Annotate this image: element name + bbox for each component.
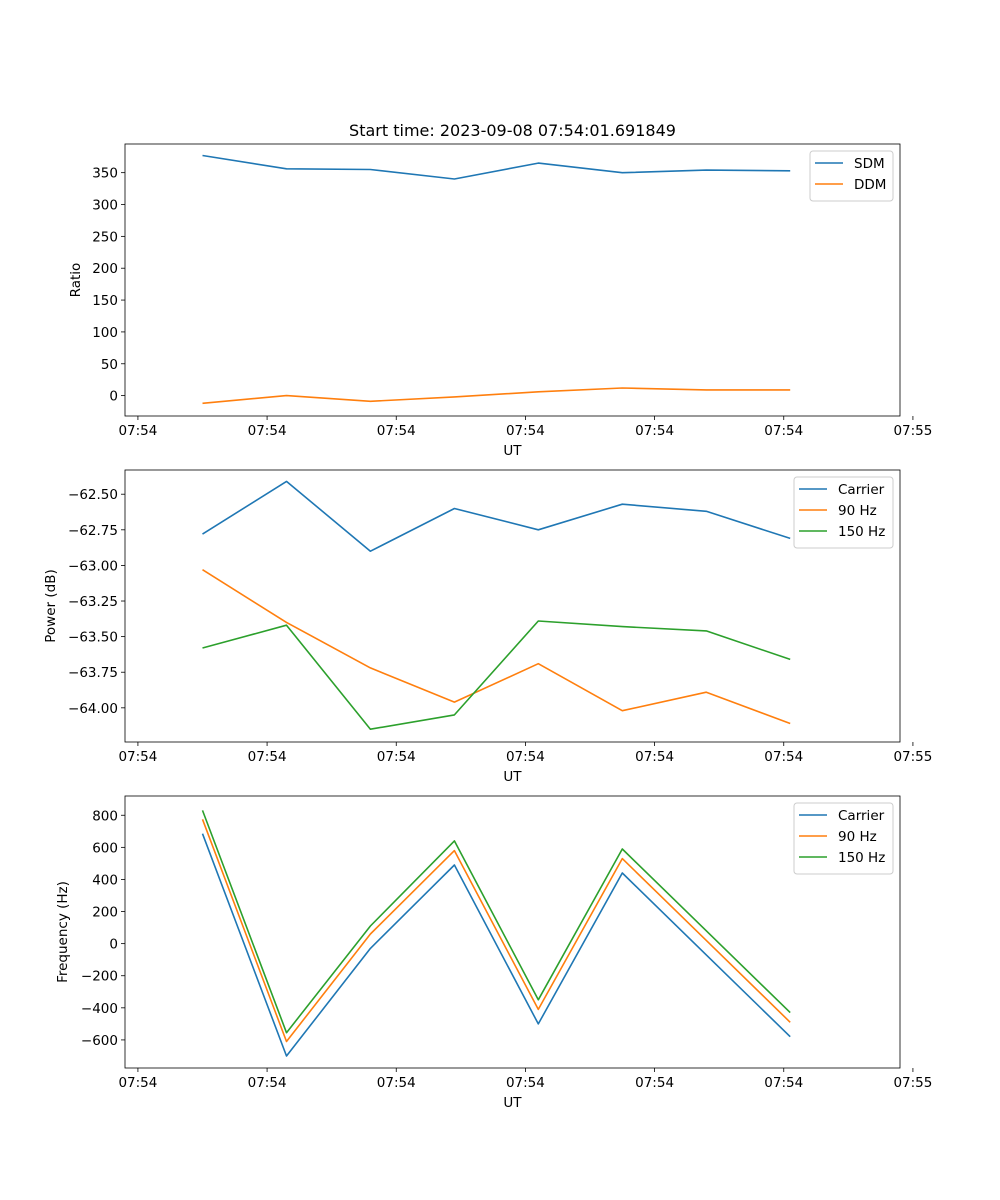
x-tick-label: 07:54 — [118, 1075, 157, 1091]
plot-frame — [124, 469, 901, 743]
series-line-carrier — [201, 833, 791, 1057]
legend-entry: 90 Hz — [838, 503, 877, 519]
subplots: 07:54 07:54 07:54 07:54 07:54 07:54 07:55 0 50 10… — [43, 143, 932, 1111]
x-tick-label: 07:54 — [764, 749, 803, 765]
x-axis-label: UT — [503, 443, 522, 459]
y-tick-label: 400 — [92, 872, 118, 888]
subplot-3: 07:54 07:54 07:54 07:54 07:54 07:54 07:55 −600 −… — [55, 795, 932, 1111]
y-tick-label: −62.50 — [68, 487, 118, 503]
series-line-sdm — [202, 154, 791, 180]
legend-entry: SDM — [854, 156, 885, 172]
y-tick-label: −200 — [81, 969, 118, 985]
series-line-ddm — [202, 387, 791, 405]
x-tick-label: 07:55 — [893, 1075, 932, 1091]
x-axis-label: UT — [503, 769, 522, 785]
legend-entry: 90 Hz — [838, 829, 877, 845]
legend-entry: Carrier — [838, 482, 885, 498]
y-tick-label: −600 — [81, 1033, 118, 1049]
y-axis-label: Frequency (Hz) — [55, 881, 71, 983]
plot-frame — [124, 795, 901, 1069]
x-tick-label: 07:54 — [764, 423, 803, 439]
legend-entry: DDM — [854, 177, 886, 193]
legend: Carrier 90 Hz 150 Hz — [793, 802, 894, 875]
x-tick-label: 07:54 — [506, 1075, 545, 1091]
series-line-carrier — [202, 480, 791, 553]
x-tick-label: 07:54 — [248, 749, 287, 765]
y-tick-label: 350 — [92, 166, 118, 182]
x-tick-label: 07:54 — [377, 749, 416, 765]
y-tick-label: −63.50 — [68, 630, 118, 646]
y-tick-label: −64.00 — [68, 701, 118, 717]
y-tick-label: 100 — [92, 325, 118, 341]
x-tick-label: 07:54 — [635, 749, 674, 765]
x-tick-label: 07:54 — [635, 423, 674, 439]
y-tick-label: −63.75 — [68, 665, 118, 681]
y-tick-label: 50 — [101, 357, 118, 373]
series-line-90-hz — [201, 819, 791, 1043]
plot-frame — [124, 143, 901, 417]
y-tick-label: 200 — [92, 261, 118, 277]
x-tick-label: 07:55 — [893, 423, 932, 439]
legend-entry: 150 Hz — [838, 850, 885, 866]
subplot-2: 07:54 07:54 07:54 07:54 07:54 07:54 07:55 −64.0… — [43, 469, 932, 785]
y-tick-label: −62.75 — [68, 523, 118, 539]
y-tick-label: 0 — [109, 389, 118, 405]
y-tick-label: 250 — [92, 229, 118, 245]
x-tick-label: 07:55 — [893, 749, 932, 765]
legend-entry: 150 Hz — [838, 524, 885, 540]
x-tick-label: 07:54 — [506, 423, 545, 439]
y-tick-label: 0 — [109, 937, 118, 953]
x-tick-label: 07:54 — [764, 1075, 803, 1091]
x-tick-label: 07:54 — [118, 423, 157, 439]
y-tick-label: −400 — [81, 1001, 118, 1017]
legend-entry: Carrier — [838, 808, 885, 824]
subplot-1: 07:54 07:54 07:54 07:54 07:54 07:54 07:55 0 50 10… — [68, 143, 932, 459]
y-axis-label: Power (dB) — [43, 569, 59, 642]
x-tick-label: 07:54 — [248, 1075, 287, 1091]
x-tick-label: 07:54 — [635, 1075, 674, 1091]
series-line-150-hz — [201, 810, 791, 1034]
x-tick-label: 07:54 — [248, 423, 287, 439]
legend: Carrier 90 Hz 150 Hz — [793, 476, 894, 549]
y-tick-label: −63.25 — [68, 594, 118, 610]
y-tick-label: 300 — [92, 198, 118, 214]
y-tick-label: 800 — [92, 808, 118, 824]
x-tick-label: 07:54 — [118, 749, 157, 765]
y-tick-label: 200 — [92, 905, 118, 921]
x-tick-label: 07:54 — [377, 423, 416, 439]
y-axis-label: Ratio — [68, 263, 84, 298]
x-tick-label: 07:54 — [377, 1075, 416, 1091]
x-tick-label: 07:54 — [506, 749, 545, 765]
figure-title: Start time: 2023-09-08 07:54:01.691849 — [349, 121, 676, 140]
legend: SDM DDM — [809, 150, 894, 202]
y-tick-label: −63.00 — [68, 558, 118, 574]
y-tick-label: 150 — [92, 293, 118, 309]
series-line-150-hz — [202, 620, 791, 731]
series-line-90-hz — [202, 569, 791, 725]
x-axis-label: UT — [503, 1095, 522, 1111]
y-tick-label: 600 — [92, 840, 118, 856]
